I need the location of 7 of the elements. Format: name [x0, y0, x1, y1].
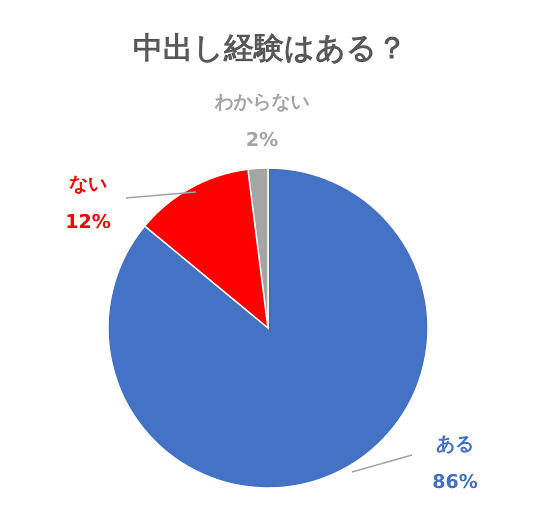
- data-label: 2%: [246, 129, 278, 151]
- data-label: 86%: [432, 471, 478, 493]
- data-label: 12%: [65, 211, 111, 233]
- slice-label: ある: [436, 433, 474, 455]
- slice-label: わからない: [214, 91, 310, 113]
- slice-label: ない: [69, 173, 107, 195]
- chart-title: 中出し経験はある？: [133, 31, 407, 66]
